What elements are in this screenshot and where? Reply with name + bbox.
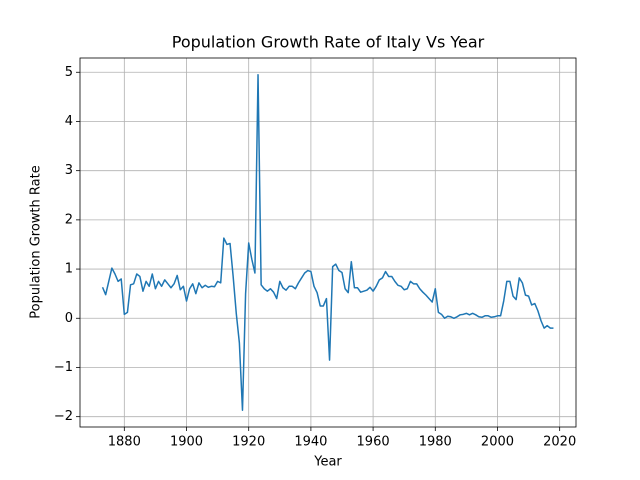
x-tick-label: 1980 — [419, 435, 452, 450]
x-tick-label: 1940 — [294, 435, 327, 450]
y-tick-label: 3 — [65, 163, 73, 178]
x-tick-label: 1900 — [170, 435, 203, 450]
x-tick-label: 1960 — [357, 435, 390, 450]
x-tick-label: 1920 — [232, 435, 265, 450]
x-tick-label: 1880 — [108, 435, 141, 450]
y-tick-label: 4 — [65, 114, 73, 129]
chart-title: Population Growth Rate of Italy Vs Year — [172, 33, 485, 52]
y-tick-label: 2 — [65, 212, 73, 227]
plot-frame — [79, 57, 577, 428]
y-tick-label: 0 — [65, 311, 73, 326]
y-tick-label: −1 — [54, 360, 73, 375]
x-tick-label: 2020 — [543, 435, 576, 450]
y-tick-label: 1 — [65, 262, 73, 277]
y-tick-label: −2 — [54, 409, 73, 424]
data-line — [101, 73, 554, 412]
y-axis-label: Population Growth Rate — [29, 165, 44, 318]
x-tick-label: 2000 — [481, 435, 514, 450]
x-axis-label: Year — [313, 455, 342, 470]
y-tick-label: 5 — [65, 65, 73, 80]
